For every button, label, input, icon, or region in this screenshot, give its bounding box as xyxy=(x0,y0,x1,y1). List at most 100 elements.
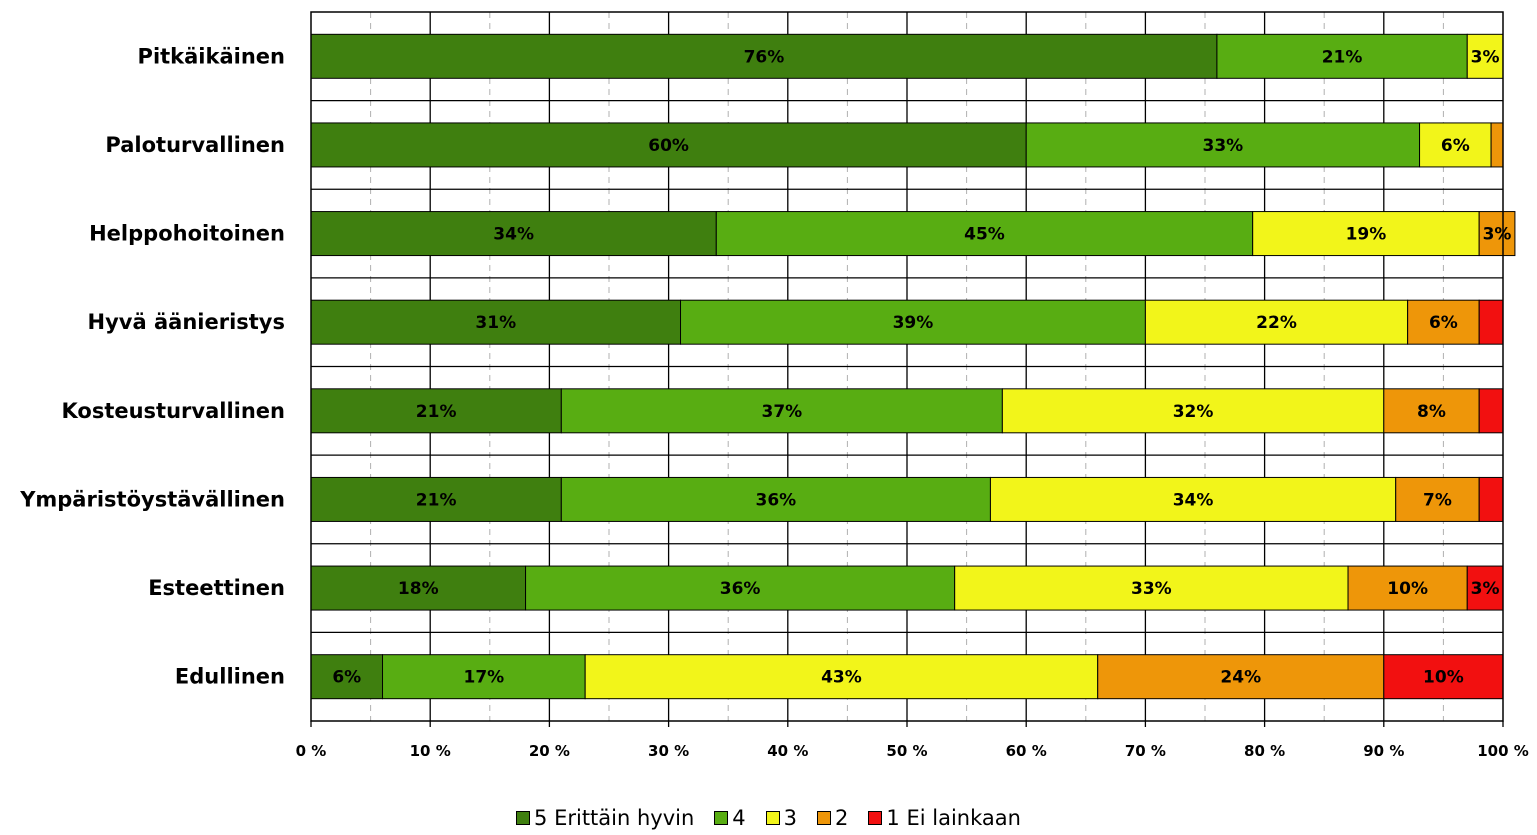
x-tick-label: 40 % xyxy=(767,742,808,760)
plot-area-border xyxy=(310,11,1504,722)
bar-segment xyxy=(1466,33,1504,79)
bar-data-label: 7% xyxy=(1423,490,1452,510)
bar-segment xyxy=(1490,122,1504,168)
bar-segment xyxy=(680,299,1146,345)
x-tick-label: 90 % xyxy=(1363,742,1404,760)
bar-segment xyxy=(1347,565,1468,611)
bar-segment xyxy=(525,565,956,611)
bar-segment xyxy=(715,211,1254,257)
x-tick-label: 70 % xyxy=(1125,742,1166,760)
bar-data-label: 32% xyxy=(1173,402,1214,422)
category-label: Edullinen xyxy=(175,665,285,689)
bar-data-label: 76% xyxy=(744,47,785,67)
bar-segment xyxy=(1478,299,1504,345)
bar-segment xyxy=(1478,476,1504,522)
bar-segment xyxy=(1395,476,1480,522)
bar-segment xyxy=(989,476,1397,522)
bar-data-label: 39% xyxy=(893,313,934,333)
category-label: Paloturvallinen xyxy=(105,133,285,157)
bar-data-label: 10% xyxy=(1387,579,1428,599)
category-label: Kosteusturvallinen xyxy=(61,399,285,423)
bar-data-label: 24% xyxy=(1220,668,1261,688)
legend-item: 4 xyxy=(714,806,746,830)
x-axis-tick-labels: 0 % 10 % 20 % 30 % 40 % 50 % 60 % 70 % 80 % 90 % 1… xyxy=(296,721,1529,760)
bar-data-label: 6% xyxy=(332,668,361,688)
bar-segment xyxy=(382,654,586,700)
bar-data-label: 37% xyxy=(761,402,802,422)
x-tick-label: 60 % xyxy=(1006,742,1047,760)
bar-data-label: 8% xyxy=(1417,402,1446,422)
category-label: Esteettinen xyxy=(148,576,285,600)
bar-data-label: 21% xyxy=(416,490,457,510)
legend-label: 2 xyxy=(835,806,849,830)
legend-swatch xyxy=(868,811,883,825)
bar-segment xyxy=(310,122,1027,168)
bar-data-label: 3% xyxy=(1471,47,1500,67)
bar-data-label: 60% xyxy=(648,136,689,156)
bar-segment xyxy=(310,33,1218,79)
bar-segment xyxy=(1478,211,1516,257)
bar-segment xyxy=(310,211,717,257)
bar-segment xyxy=(310,299,682,345)
bar-segment xyxy=(1383,388,1480,434)
legend-item: 2 xyxy=(817,806,848,830)
x-tick-label: 10 % xyxy=(410,742,451,760)
bar-data-label: 3% xyxy=(1483,225,1512,245)
bar-data-label: 33% xyxy=(1131,579,1172,599)
legend-item: 5 Erittäin hyvin xyxy=(516,806,694,830)
grid-lines xyxy=(311,12,1503,721)
legend-item: 1 Ei lainkaan xyxy=(868,806,1021,830)
bar-segment xyxy=(1407,299,1480,345)
bar-segment xyxy=(1025,122,1421,168)
category-label: Pitkäikäinen xyxy=(138,44,285,68)
bar-data-label: 19% xyxy=(1346,225,1387,245)
bar-segment xyxy=(310,476,562,522)
bar-data-label: 45% xyxy=(964,225,1005,245)
bar-data-label: 18% xyxy=(398,579,439,599)
category-label: Helppohoitoinen xyxy=(89,222,285,246)
category-labels: Pitkäikäinen Paloturvallinen Helppohoitoin… xyxy=(19,44,285,688)
bar-data-label: 36% xyxy=(720,579,761,599)
x-tick-label: 30 % xyxy=(648,742,689,760)
bar-data-label: 21% xyxy=(416,402,457,422)
x-tick-label: 50 % xyxy=(886,742,927,760)
bar-segment xyxy=(584,654,1099,700)
bar-data-label: 6% xyxy=(1441,136,1470,156)
category-label: Ympäristöystävällinen xyxy=(19,487,285,511)
bar-data-label: 36% xyxy=(756,490,797,510)
x-tick-label: 80 % xyxy=(1244,742,1285,760)
x-tick-label: 0 % xyxy=(296,742,327,760)
bar-data-label: 3% xyxy=(1471,579,1500,599)
legend-swatch xyxy=(516,811,531,825)
x-tick-label: 20 % xyxy=(529,742,570,760)
bar-data-label: 22% xyxy=(1256,313,1297,333)
x-tick-label: 100 % xyxy=(1477,742,1529,760)
legend-label: 4 xyxy=(732,806,746,830)
category-label: Hyvä äänieristys xyxy=(88,310,285,334)
bar-segment xyxy=(560,388,1003,434)
legend-label: 5 Erittäin hyvin xyxy=(534,806,695,830)
legend-label: 3 xyxy=(783,806,798,830)
bar-data-label: 33% xyxy=(1203,136,1244,156)
bar-data-label: 43% xyxy=(821,668,862,688)
data-labels: 76% 21% 3% 60% 33% 6% 34% 45% 19% 3% 31% 39% 22% 6% 21… xyxy=(332,47,1511,687)
legend-swatch xyxy=(765,811,780,825)
bar-data-label: 34% xyxy=(493,225,534,245)
legend-swatch xyxy=(817,811,832,825)
bar-data-label: 17% xyxy=(463,668,504,688)
legend-label: 1 Ei lainkaan xyxy=(886,806,1021,830)
bar-data-label: 6% xyxy=(1429,313,1458,333)
bar-segment xyxy=(1478,388,1504,434)
bar-segment xyxy=(1383,654,1504,700)
bars xyxy=(310,33,1516,700)
bar-segment xyxy=(1216,33,1468,79)
bar-data-label: 34% xyxy=(1173,490,1214,510)
legend-item: 3 xyxy=(765,806,798,830)
bar-segment xyxy=(1144,299,1409,345)
bar-data-label: 21% xyxy=(1322,47,1363,67)
legend: 5 Erittäin hyvin 4 3 2 1 Ei lainkaan xyxy=(0,804,1537,832)
bar-data-label: 10% xyxy=(1423,668,1464,688)
bar-segment xyxy=(560,476,991,522)
bar-data-label: 31% xyxy=(475,313,516,333)
